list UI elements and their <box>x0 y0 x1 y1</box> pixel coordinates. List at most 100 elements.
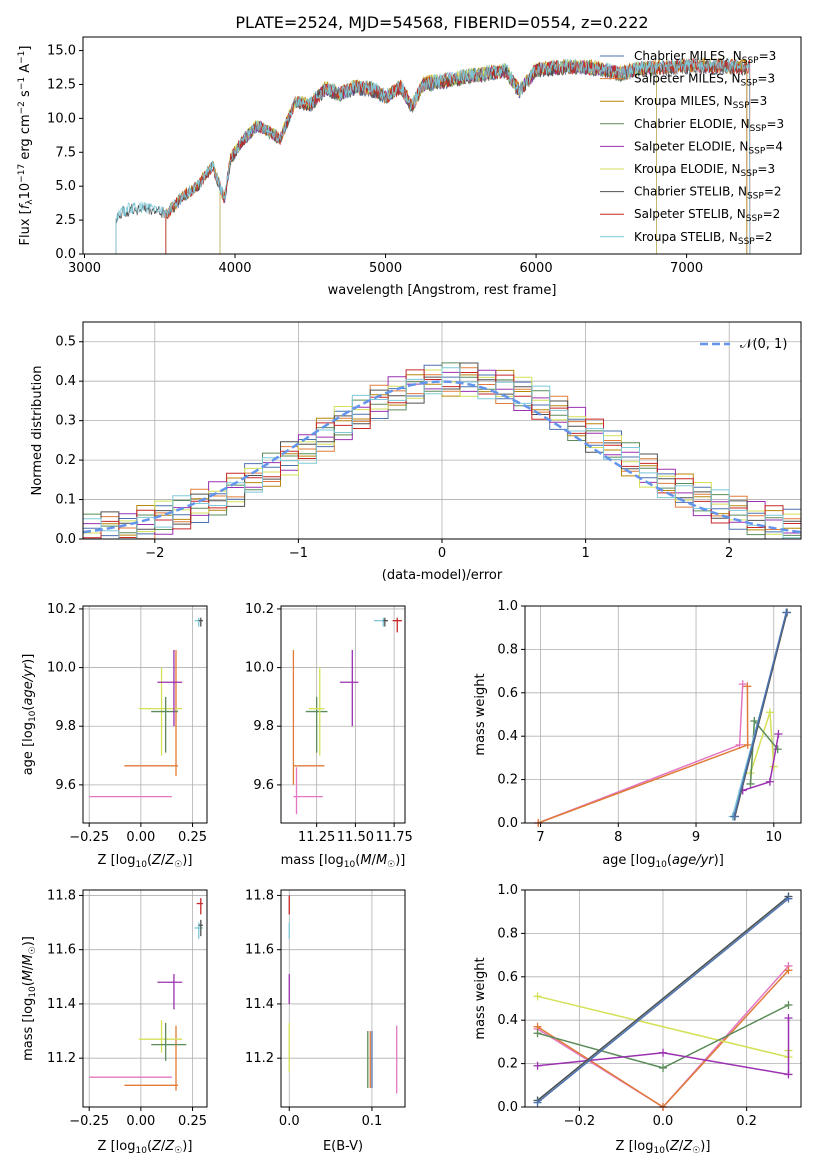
mass-vs-ebv-y-tick-label: 11.2 <box>245 1051 274 1066</box>
weight-vs-age-marker <box>782 608 791 617</box>
weight-vs-z-y-tick-label: 0.0 <box>497 1100 518 1115</box>
axes-frame <box>82 36 802 255</box>
weight-vs-z-y-tick-label: 0.8 <box>497 926 518 941</box>
weight-vs-z-series-line <box>537 1018 790 1076</box>
spectrum-x-tick-label: 5000 <box>369 261 402 276</box>
weight-vs-age-series-line <box>733 612 787 817</box>
spectrum-series-line <box>115 57 751 254</box>
age-vs-mass-x-tick-label: 11.50 <box>337 830 374 845</box>
weight-vs-age-x-tick-label: 7 <box>536 830 544 845</box>
weight-vs-age-marker <box>738 680 747 689</box>
hist-x-tick-label: 0 <box>438 546 446 561</box>
spectrum-series-line <box>219 60 657 254</box>
weight-vs-age-marker <box>765 777 774 786</box>
hist-y-axis-label: Normed distribution <box>30 366 45 496</box>
weight-vs-age-y-tick-label: 0.8 <box>497 642 518 657</box>
spectrum-y-tick-label: 10.0 <box>47 111 76 126</box>
spectrum-x-tick-label: 7000 <box>670 261 703 276</box>
age-vs-mass-x-tick-label: 11.25 <box>298 830 335 845</box>
weight-vs-z-y-tick-label: 0.2 <box>497 1057 518 1072</box>
mass-vs-z-x-tick-label: −0.25 <box>69 1114 109 1129</box>
axes-frame <box>82 889 208 1108</box>
weight-vs-age-marker <box>774 730 783 739</box>
weight-vs-z-marker <box>533 1061 542 1070</box>
axes-frame <box>524 889 802 1108</box>
weight-vs-age-series-line <box>537 684 744 824</box>
weight-vs-z-marker <box>659 1048 667 1057</box>
mass-vs-ebv-x-tick-label: 0.1 <box>362 1114 383 1129</box>
weight-vs-z-series-line <box>537 898 789 1104</box>
age-vs-z-x-tick-label: −0.25 <box>69 830 109 845</box>
spectrum-series-line <box>219 58 657 254</box>
mass-vs-z-y-tick-label: 11.2 <box>47 1051 76 1066</box>
legend-entry: Salpeter MILES, NSSP=3 <box>634 72 775 89</box>
hist-x-tick-label: 1 <box>581 546 589 561</box>
weight-vs-z-x-tick-label: 0.0 <box>653 1114 674 1129</box>
mass-vs-ebv-y-tick-label: 11.4 <box>245 997 274 1012</box>
weight-vs-z-marker <box>784 1014 793 1023</box>
weight-vs-z-marker <box>784 966 793 975</box>
legend-entry: Chabrier MILES, NSSP=3 <box>634 49 776 66</box>
mass-vs-z-x-axis-label: Z [log10(Z/Z☉)] <box>98 1139 193 1156</box>
age-vs-z-y-tick-label: 9.6 <box>55 778 76 793</box>
weight-vs-age-marker <box>765 708 774 717</box>
weight-vs-age-y-tick-label: 1.0 <box>497 599 518 614</box>
mass-vs-ebv-x-axis-label: E(B-V) <box>323 1139 363 1154</box>
axes-frame <box>524 605 802 824</box>
legend-entry: Kroupa ELODIE, NSSP=3 <box>634 162 775 179</box>
hist-x-axis-label: (data-model)/error <box>382 568 503 583</box>
weight-vs-age-y-tick-label: 0.4 <box>497 729 518 744</box>
weight-vs-age-x-tick-label: 10 <box>766 830 783 845</box>
legend-entry: Kroupa STELIB, NSSP=2 <box>634 230 772 247</box>
spectrum-series-line <box>219 60 657 254</box>
age-vs-mass-y-tick-label: 9.6 <box>253 778 274 793</box>
legend-entry: 𝒩(0, 1) <box>740 337 787 352</box>
weight-vs-z-x-tick-label: −0.2 <box>564 1114 596 1129</box>
legend-entry: Chabrier STELIB, NSSP=2 <box>634 185 782 202</box>
weight-vs-z-y-axis-label: mass weight <box>473 957 488 1039</box>
weight-vs-age-y-tick-label: 0.2 <box>497 773 518 788</box>
mass-vs-z-x-tick-label: 0.00 <box>126 1114 155 1129</box>
hist-x-tick-label: −1 <box>289 546 308 561</box>
weight-vs-z-y-tick-label: 0.4 <box>497 1013 518 1028</box>
mass-vs-ebv-y-tick-label: 11.6 <box>245 943 274 958</box>
weight-vs-age-x-axis-label: age [log10(age/yr)] <box>602 853 724 870</box>
weight-vs-age-marker <box>746 779 755 788</box>
mass-vs-ebv-y-tick-label: 11.8 <box>245 888 274 903</box>
axes-frame <box>82 605 208 824</box>
weight-vs-age-y-axis-label: mass weight <box>473 673 488 755</box>
age-vs-mass-y-tick-label: 9.8 <box>253 719 274 734</box>
hist-y-tick-label: 0.2 <box>55 453 76 468</box>
mass-vs-ebv-x-tick-label: 0.0 <box>279 1114 300 1129</box>
weight-vs-z-y-tick-label: 0.6 <box>497 970 518 985</box>
weight-vs-age-x-tick-label: 8 <box>614 830 622 845</box>
spectrum-series-line <box>165 57 748 254</box>
spectrum-y-tick-label: 0.0 <box>55 247 76 262</box>
weight-vs-z-y-tick-label: 1.0 <box>497 883 518 898</box>
mass-vs-z-y-tick-label: 11.4 <box>47 997 76 1012</box>
mass-vs-z-y-tick-label: 11.8 <box>47 888 76 903</box>
hist-y-tick-label: 0.0 <box>55 532 76 547</box>
hist-x-tick-label: 2 <box>725 546 733 561</box>
weight-vs-age-marker <box>743 740 752 749</box>
age-vs-z-y-tick-label: 10.2 <box>47 602 76 617</box>
weight-vs-age-marker <box>743 682 752 691</box>
weight-vs-z-series-line <box>537 895 789 1102</box>
axes-frame <box>82 321 802 540</box>
age-vs-z-y-axis-label: age [log10(age/yr)] <box>21 654 38 776</box>
weight-vs-z-x-tick-label: 0.2 <box>736 1114 757 1129</box>
weight-vs-z-marker <box>533 1029 542 1038</box>
axes-frame <box>280 605 406 824</box>
weight-vs-z-marker <box>784 894 793 903</box>
spectrum-y-tick-label: 7.5 <box>55 145 76 160</box>
hist-step-series <box>83 367 801 539</box>
spectrum-y-axis-label: Flux [fλ10−17 erg cm−2 s−1 A−1] <box>17 46 35 246</box>
hist-y-tick-label: 0.3 <box>55 414 76 429</box>
spectrum-series-line <box>165 57 751 254</box>
weight-vs-z-marker <box>784 1070 793 1079</box>
hist-y-tick-label: 0.4 <box>55 374 76 389</box>
hist-y-tick-label: 0.5 <box>55 335 76 350</box>
age-vs-z-y-tick-label: 10.0 <box>47 661 76 676</box>
spectrum-y-tick-label: 12.5 <box>47 77 76 92</box>
